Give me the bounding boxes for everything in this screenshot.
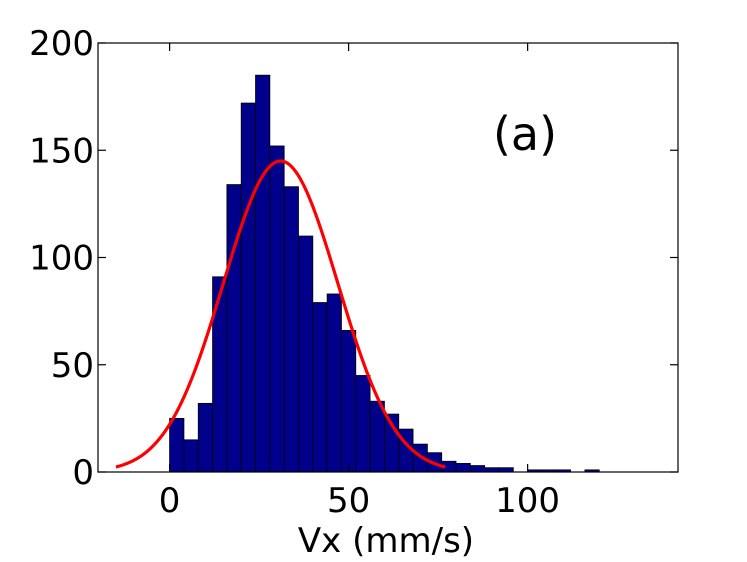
histogram-bar bbox=[326, 293, 342, 473]
y-tick-label: 100 bbox=[29, 239, 94, 279]
histogram-bar bbox=[269, 145, 285, 473]
histogram-bar bbox=[197, 402, 213, 473]
histogram-bar bbox=[484, 467, 500, 473]
histogram-bar bbox=[341, 330, 357, 473]
histogram-bar bbox=[283, 186, 299, 473]
y-tick-label: 150 bbox=[29, 131, 94, 171]
histogram-bar bbox=[312, 302, 328, 473]
histogram-bar bbox=[298, 235, 314, 473]
histogram-bar bbox=[498, 467, 514, 473]
x-axis-label: Vx (mm/s) bbox=[298, 521, 474, 561]
histogram-bar bbox=[183, 439, 199, 473]
axis-ticks bbox=[98, 42, 678, 473]
histogram-bar bbox=[240, 102, 256, 473]
histogram-bar bbox=[169, 417, 185, 473]
x-tick-label: 50 bbox=[327, 481, 370, 521]
gaussian-fit-curve bbox=[115, 159, 446, 469]
histogram-bar bbox=[369, 400, 385, 473]
histogram-bar bbox=[255, 74, 271, 473]
panel-label: (a) bbox=[493, 107, 557, 161]
y-tick-label: 200 bbox=[29, 24, 94, 64]
axis-tick-labels: 0 50 100 0 50 100 150 200 bbox=[29, 24, 560, 521]
histogram-bar bbox=[469, 465, 486, 473]
histogram-bar bbox=[226, 184, 242, 473]
histogram-bar bbox=[355, 375, 371, 473]
x-tick-label: 100 bbox=[495, 481, 560, 521]
x-tick-label: 0 bbox=[159, 481, 181, 521]
y-tick-label: 50 bbox=[51, 346, 94, 386]
histogram-bar bbox=[455, 463, 471, 473]
y-tick-label: 0 bbox=[72, 453, 94, 493]
